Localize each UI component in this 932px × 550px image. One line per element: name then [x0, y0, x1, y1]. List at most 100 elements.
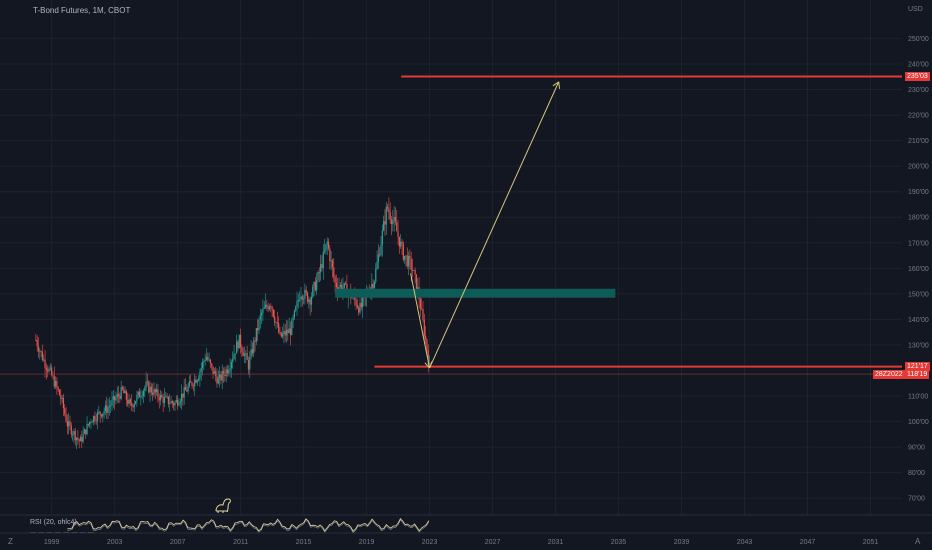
candle-body [179, 401, 181, 404]
candle-body [73, 431, 75, 435]
candle-body [280, 332, 282, 337]
candle-body [144, 387, 146, 391]
candle-body [247, 359, 250, 370]
candle-body [188, 381, 191, 387]
candle-body [98, 411, 100, 413]
candle-body [36, 339, 38, 347]
candle-body [271, 306, 273, 310]
candle-body [91, 421, 93, 423]
level-lines[interactable] [0, 75, 902, 375]
rsi-label[interactable]: RSI (20, ohlc4) [30, 519, 77, 526]
candle-body [72, 434, 74, 436]
candle-body [279, 332, 281, 334]
candle-body [51, 367, 53, 376]
candle-body [87, 423, 89, 425]
candle-body [321, 264, 323, 269]
price-axis-label: 80'00 [908, 470, 925, 477]
candle-body [317, 272, 319, 281]
candle-body [326, 241, 328, 245]
candle-body [148, 382, 150, 393]
candle-body [295, 306, 297, 311]
candle-body [90, 421, 92, 423]
candle-body [174, 402, 176, 406]
candle-body [225, 369, 227, 376]
candle-body [270, 306, 272, 307]
candle-body [383, 221, 385, 231]
candle-body [371, 284, 373, 289]
price-axis-label: 250'00 [908, 36, 929, 43]
candle-body [419, 299, 421, 309]
candle-body [287, 329, 289, 334]
down-arrow-head [424, 362, 430, 369]
price-axis-label: 130'00 [908, 342, 929, 349]
price-axis-label: 200'00 [908, 164, 929, 171]
candle-body [142, 390, 145, 397]
zone-rectangle[interactable] [335, 288, 616, 298]
candle-body [372, 284, 374, 288]
candle-body [74, 431, 76, 441]
candle-body [220, 374, 222, 381]
candle-body [96, 412, 99, 421]
candle-body [170, 401, 172, 404]
candle-body [297, 300, 299, 301]
candle-body [121, 387, 124, 390]
time-axis-label: 2011 [233, 539, 248, 546]
candle-body [396, 222, 398, 232]
candle-body [335, 282, 337, 288]
currency-label: USD [908, 6, 923, 13]
candle-body [110, 405, 112, 407]
candle-body [208, 359, 210, 361]
candle-body [421, 308, 423, 310]
candle-body [410, 259, 412, 270]
candle-body [322, 251, 324, 269]
candle-body [182, 393, 184, 398]
candle-body [237, 341, 239, 349]
projection-arrow [429, 81, 560, 369]
time-axis-label: 2003 [107, 539, 123, 546]
candle-body [300, 296, 302, 300]
candle-body [47, 369, 49, 372]
time-axis[interactable]: 1999 2003 2007 2011 2015 2019 2023 2027 2031 2035… [44, 539, 879, 546]
candle-body [82, 433, 84, 442]
auto-scale-button[interactable]: A [915, 537, 921, 546]
candle-body [53, 375, 55, 387]
candle-body [343, 283, 345, 289]
candle-body [376, 261, 378, 270]
candle-body [100, 414, 103, 417]
candle-body [165, 396, 167, 398]
time-axis-label: 2015 [296, 539, 312, 546]
candle-body [186, 390, 188, 392]
candle-body [200, 367, 202, 372]
candle-body [48, 368, 50, 372]
price-axis[interactable]: 250'00 240'00 230'00 220'00 210'00 200'00 190'… [908, 36, 929, 503]
candle-body [129, 399, 131, 403]
candle-body [132, 405, 134, 408]
candle-body [154, 389, 156, 393]
candle-body [397, 231, 399, 237]
symbol-title[interactable]: T-Bond Futures, 1M, CBOT [33, 6, 131, 15]
candle-body [267, 306, 269, 310]
candle-body [85, 429, 87, 435]
zoom-button[interactable]: Z [8, 537, 13, 546]
candle-body [135, 401, 137, 404]
candle-body [246, 353, 248, 360]
candle-body [77, 437, 79, 440]
projection-arrows[interactable] [410, 81, 561, 369]
candle-body [192, 385, 194, 387]
candle-body [380, 244, 382, 256]
time-axis-label: 2031 [548, 539, 564, 546]
candle-body [224, 374, 226, 376]
price-axis-label: 90'00 [908, 445, 925, 452]
candle-body [108, 406, 110, 408]
candle-body [196, 380, 198, 383]
candle-body [234, 353, 236, 355]
candle-body [35, 339, 37, 341]
candle-body [107, 407, 109, 413]
price-axis-label: 160'00 [908, 266, 929, 273]
candle-body [106, 405, 108, 413]
candle-body [149, 386, 151, 393]
candle-body [392, 220, 394, 225]
candle-body [221, 371, 223, 381]
candle-body [258, 319, 260, 331]
